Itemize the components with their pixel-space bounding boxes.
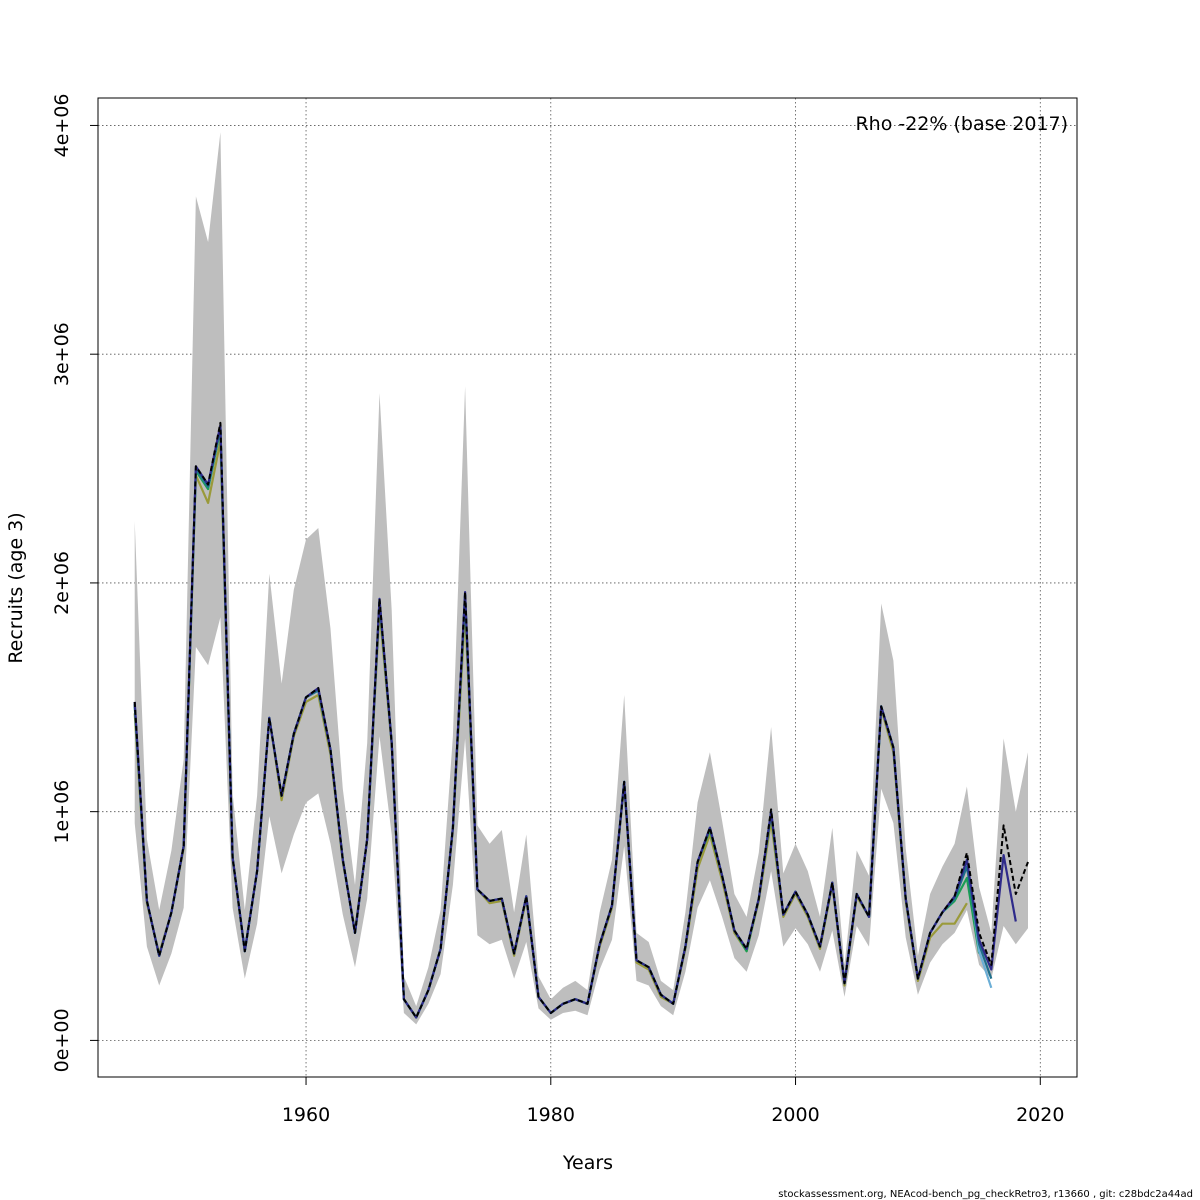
x-tick-label: 1980 [527, 1104, 575, 1126]
x-tick-label: 2000 [771, 1104, 819, 1126]
y-tick-label: 2e+06 [51, 551, 73, 615]
x-axis-title: Years [562, 1152, 613, 1174]
y-tick-label: 0e+00 [51, 1008, 73, 1072]
x-tick-label: 2020 [1016, 1104, 1064, 1126]
y-tick-label: 4e+06 [51, 94, 73, 158]
confidence-band [134, 132, 1028, 1025]
footer-credit: stockassessment.org, NEAcod-bench_pg_che… [778, 1189, 1193, 1200]
y-axis-title: Recruits (age 3) [5, 512, 27, 663]
series-group [133, 421, 1029, 1019]
y-tick-label: 1e+06 [51, 780, 73, 844]
y-tick-label: 3e+06 [51, 322, 73, 386]
axes: 1960 1980 2000 2020 0e+00 1e+06 2e+06 3e+06 4e+0… [51, 94, 1064, 1126]
x-tick-label: 1960 [282, 1104, 330, 1126]
confidence-band-group [134, 132, 1028, 1025]
series-line-base-2019- [133, 421, 1029, 1019]
rho-annotation: Rho -22% (base 2017) [855, 113, 1068, 135]
